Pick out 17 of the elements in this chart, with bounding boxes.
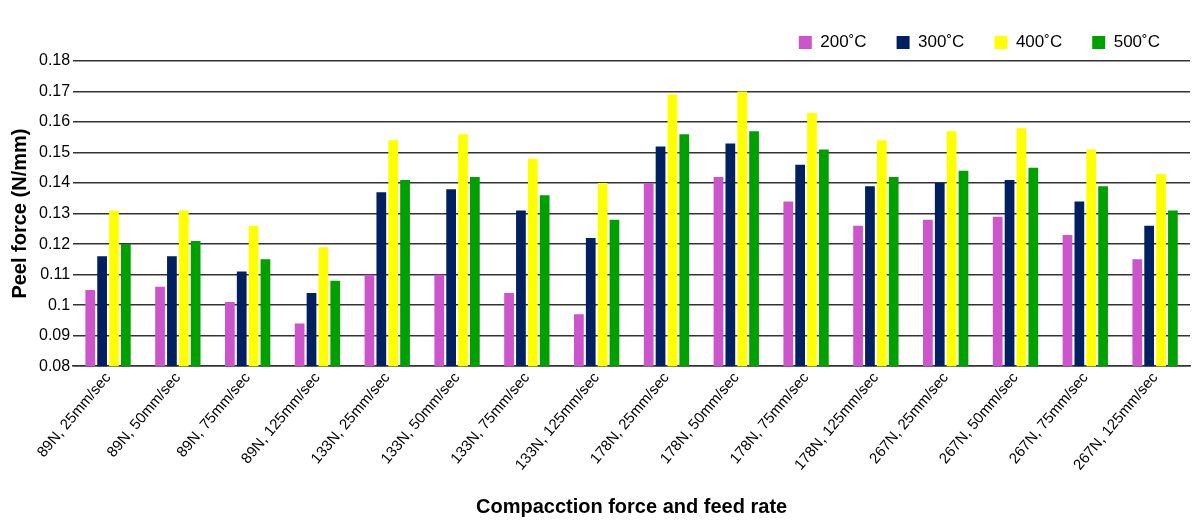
legend-label: 300˚C — [918, 32, 965, 52]
legend-label: 400˚C — [1015, 32, 1063, 52]
y-tick-label: 0.14 — [39, 173, 71, 191]
y-tick-label: 0.09 — [39, 326, 71, 344]
y-tick-label: 0.12 — [39, 234, 71, 252]
x-axis-title: Compacction force and feed rate — [475, 494, 788, 517]
y-tick-label: 0.13 — [39, 204, 71, 221]
legend-label: 500˚C — [1113, 32, 1161, 52]
y-tick-label: 0.18 — [39, 51, 71, 69]
y-tick-label: 0.15 — [39, 142, 71, 160]
legend-label: 200˚C — [820, 32, 867, 52]
y-tick-label: 0.11 — [40, 265, 71, 283]
y-tick-label: 0.1 — [47, 295, 71, 313]
y-tick-label: 0.17 — [39, 81, 71, 99]
y-tick-label: 0.08 — [39, 356, 71, 374]
y-tick-label: 0.16 — [39, 112, 71, 130]
y-axis-title: Peel force (N/mm) — [7, 128, 30, 299]
